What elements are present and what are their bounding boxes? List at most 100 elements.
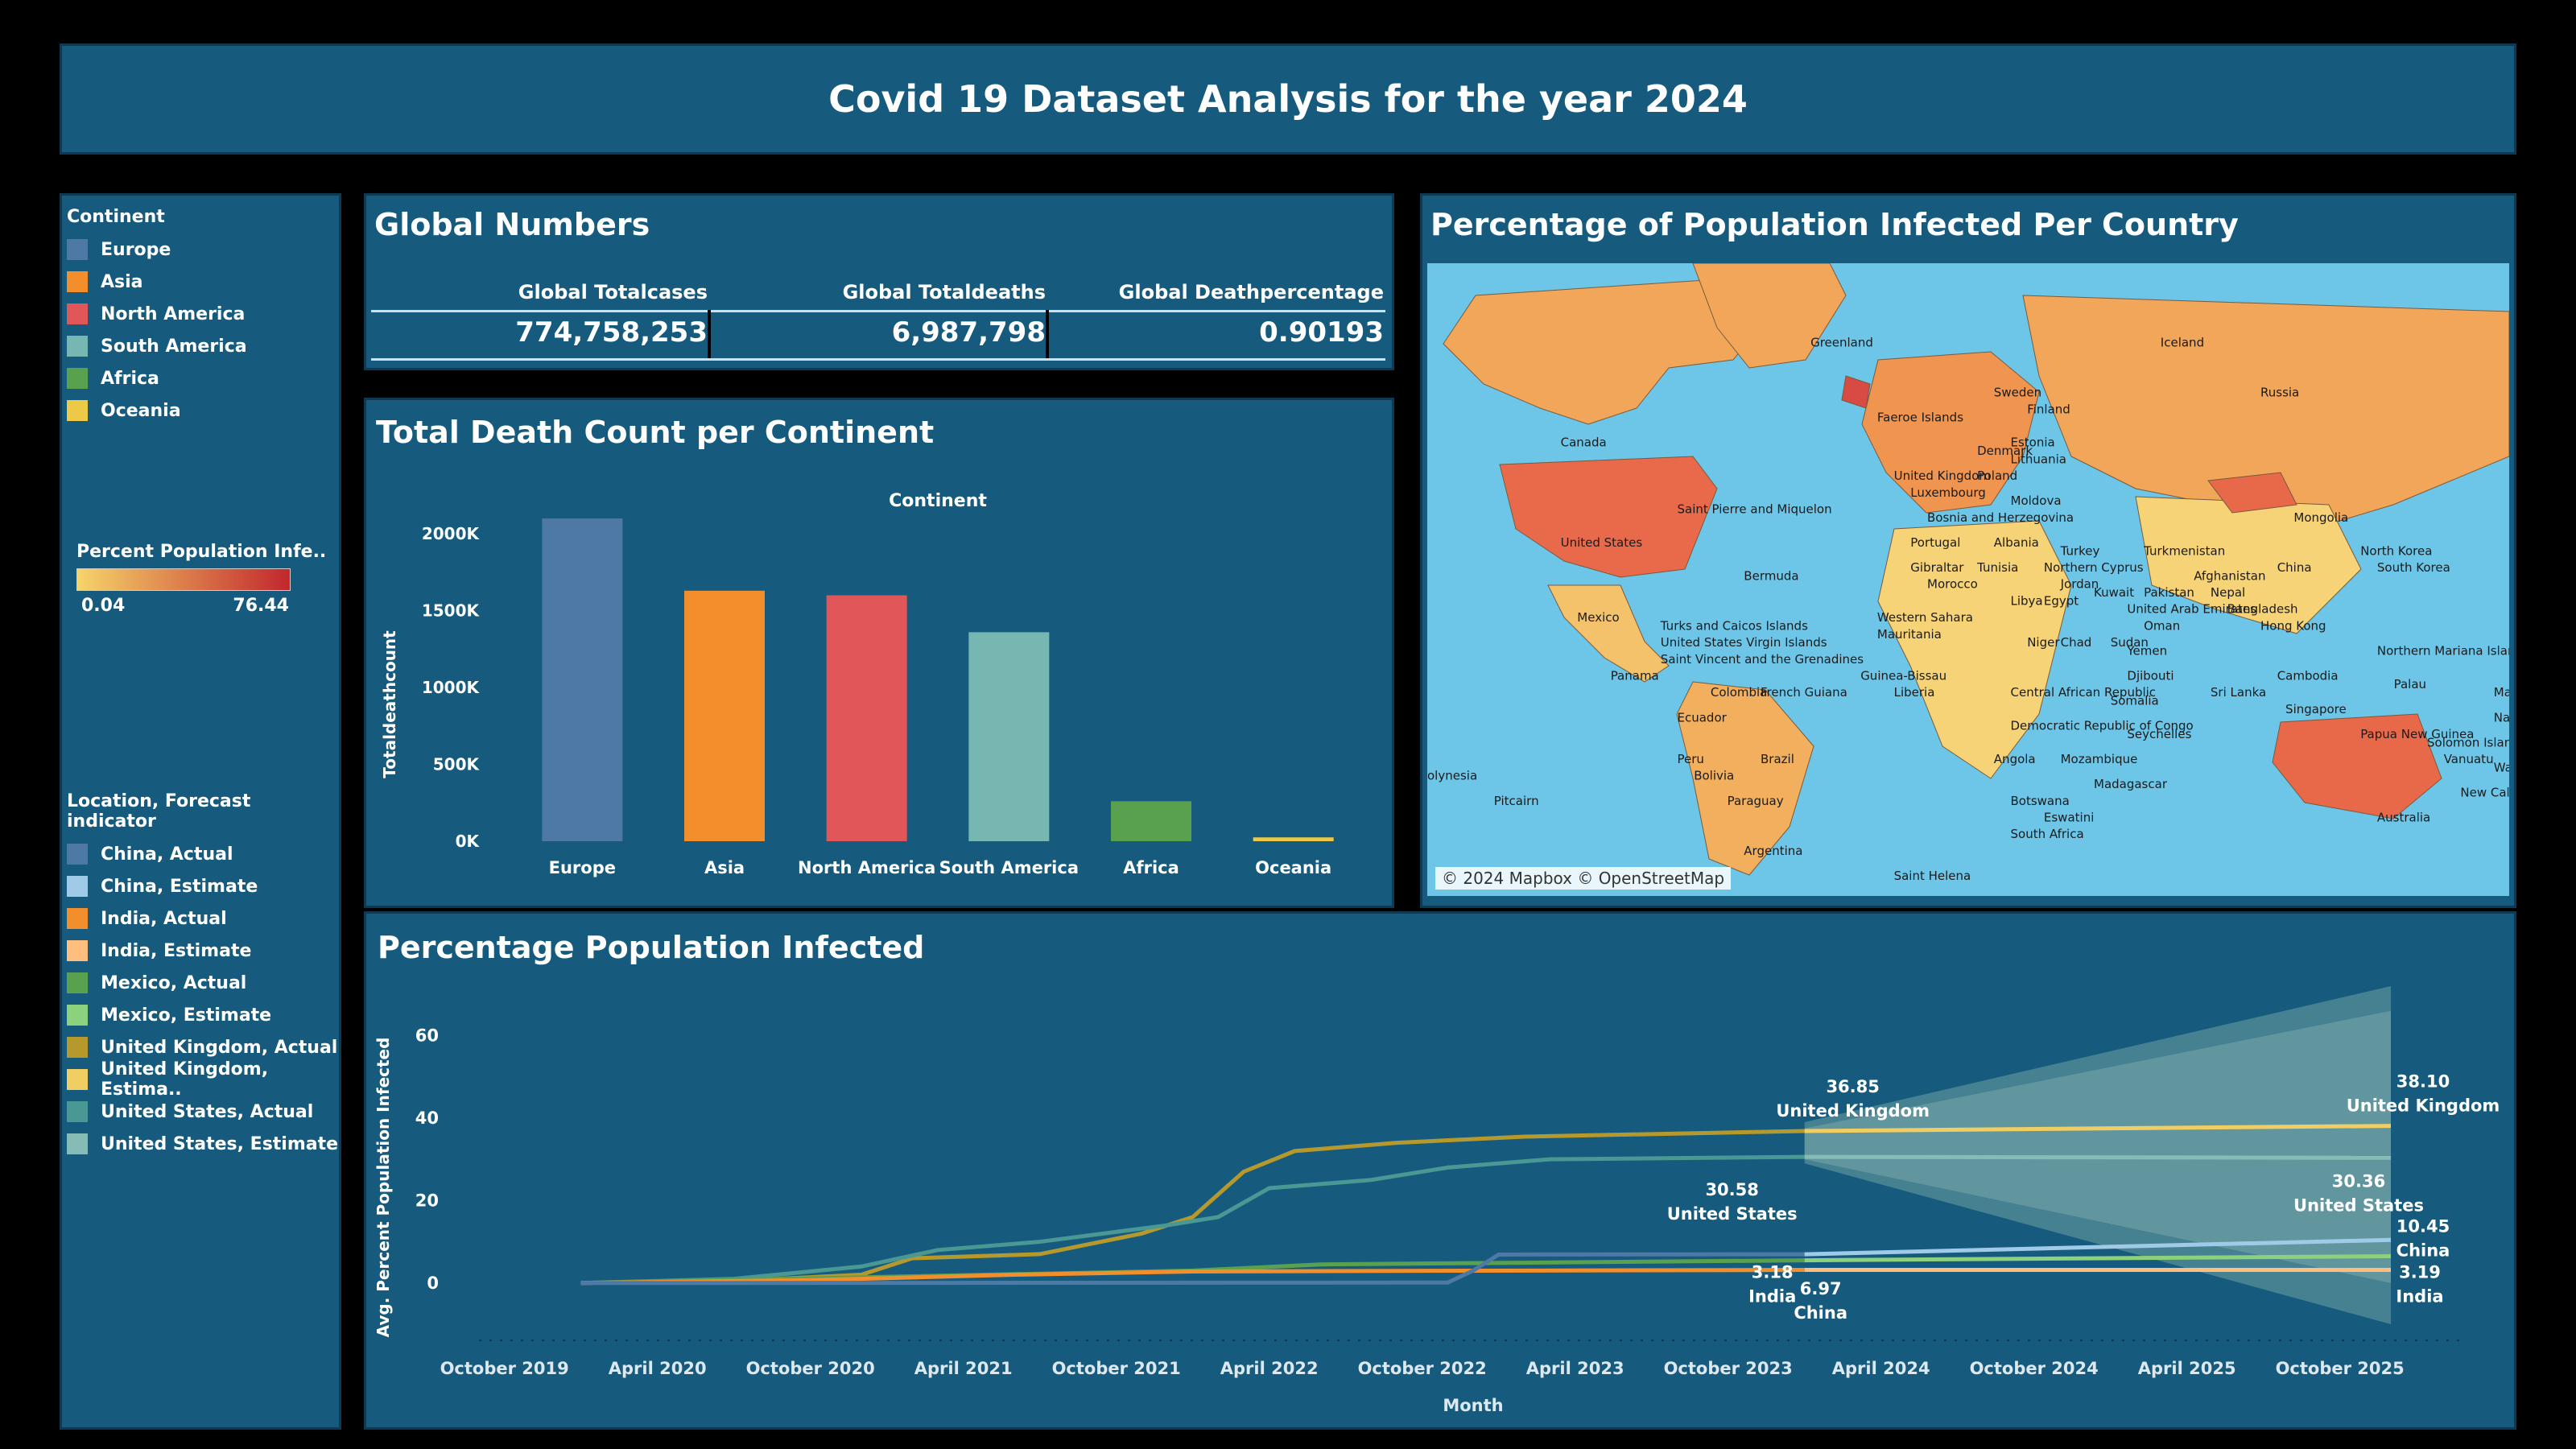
- infection-line-chart: Avg. Percent Population Infected 0 20 40 60 O…: [374, 986, 2500, 1415]
- death-chart-title: Total Death Count per Continent: [376, 415, 935, 450]
- united-states-shape[interactable]: [1499, 456, 1718, 578]
- location-legend[interactable]: Location, Forecast indicator China, Actu…: [67, 791, 341, 1160]
- location-legend-item-india-estimate[interactable]: India, Estimate: [67, 935, 341, 967]
- annotation-label: United States: [1667, 1204, 1798, 1224]
- map-label-vanuatu: Vanuatu: [2444, 752, 2494, 766]
- line-x-tick: April 2023: [1526, 1359, 1624, 1378]
- series-china-actual[interactable]: [580, 1252, 1805, 1286]
- line-x-tick: April 2022: [1220, 1359, 1319, 1378]
- map-label-botswana: Botswana: [2011, 794, 2070, 808]
- location-legend-label: China, Actual: [101, 844, 233, 865]
- map-label-sweden: Sweden: [1994, 386, 2041, 400]
- bar-africa[interactable]: [1111, 801, 1191, 841]
- continent-legend-item-africa[interactable]: Africa: [67, 362, 332, 394]
- bar-y-tick: 0K: [456, 832, 481, 851]
- location-legend-swatch: [67, 844, 88, 865]
- continent-legend-label: South America: [101, 336, 247, 357]
- location-legend-item-india-actual[interactable]: India, Actual: [67, 902, 341, 935]
- line-y-tick: 0: [427, 1274, 439, 1293]
- series-united-states-actual[interactable]: [580, 1154, 1805, 1286]
- percent-legend[interactable]: Percent Population Infe.. 0.04 76.44: [76, 542, 334, 618]
- global-numbers-panel: Global Numbers Global Totalcases Global …: [364, 193, 1394, 370]
- location-legend-swatch: [67, 1133, 88, 1154]
- map-label-eswatini: Eswatini: [2044, 810, 2094, 824]
- map-label-western-sahara: Western Sahara: [1877, 610, 1973, 625]
- bar-x-label: North America: [798, 858, 935, 877]
- greenland-shape[interactable]: [1692, 263, 1847, 369]
- map-label-sri-lanka: Sri Lanka: [2211, 685, 2266, 700]
- map-label-ecuador: Ecuador: [1678, 710, 1728, 724]
- bar-north-america[interactable]: [826, 595, 907, 841]
- map-label-nauru: Nauru: [2494, 710, 2509, 724]
- map-label-libya: Libya: [2011, 593, 2043, 608]
- line-x-tick: October 2023: [1664, 1359, 1793, 1378]
- annotation-value: 38.10: [2396, 1072, 2450, 1092]
- map-label-afghanistan: Afghanistan: [2194, 568, 2265, 583]
- continent-legend-title: Continent: [67, 207, 165, 227]
- line-x-tick: October 2019: [440, 1359, 569, 1378]
- continent-legend-item-north-america[interactable]: North America: [67, 298, 332, 330]
- annotation-label: India: [1748, 1286, 1796, 1306]
- line-x-axis-label: Month: [1443, 1396, 1503, 1415]
- line-y-axis-label: Avg. Percent Population Infected: [374, 1038, 393, 1338]
- line-y-tick: 40: [415, 1108, 439, 1128]
- map-label-singapore: Singapore: [2285, 702, 2347, 716]
- percent-color-ramp: [76, 568, 291, 591]
- mexico-shape[interactable]: [1547, 584, 1670, 683]
- map-label-hong-kong: Hong Kong: [2260, 618, 2326, 633]
- bar-x-label: Asia: [704, 858, 745, 877]
- map-label-china: China: [2277, 560, 2312, 575]
- bar-asia[interactable]: [684, 590, 765, 841]
- location-legend-item-united-states-actual[interactable]: United States, Actual: [67, 1096, 341, 1128]
- bar-y-tick: 1500K: [422, 601, 481, 621]
- south-asia-shape[interactable]: [2135, 496, 2362, 634]
- continent-legend-item-south-america[interactable]: South America: [67, 330, 332, 362]
- map-label-colombia: Colombia: [1711, 685, 1768, 700]
- uk-shape[interactable]: [1841, 375, 1871, 409]
- mongolia-shape[interactable]: [2207, 472, 2297, 514]
- bar-south-america[interactable]: [968, 632, 1050, 841]
- series-mexico-estimate[interactable]: [1804, 1253, 2392, 1263]
- bar-y-tick: 2000K: [422, 524, 481, 543]
- continent-legend-item-europe[interactable]: Europe: [67, 233, 332, 266]
- map-label-egypt: Egypt: [2044, 593, 2079, 608]
- map-label-sudan: Sudan: [2111, 635, 2149, 650]
- location-legend-item-united-kingdom-estima[interactable]: United Kingdom, Estima..: [67, 1059, 341, 1100]
- series-china-estimate[interactable]: [1804, 1237, 2392, 1257]
- location-legend-item-mexico-estimate[interactable]: Mexico, Estimate: [67, 999, 341, 1031]
- series-united-kingdom-estimate[interactable]: [1804, 1124, 2392, 1133]
- location-legend-item-china-estimate[interactable]: China, Estimate: [67, 870, 341, 902]
- continent-legend[interactable]: Continent Europe Asia North America South A…: [67, 207, 332, 427]
- value-deathpercentage: 0.90193: [1259, 316, 1384, 349]
- map-label-luxembourg: Luxembourg: [1910, 485, 1986, 500]
- australia-shape[interactable]: [2272, 713, 2442, 819]
- bar-oceania[interactable]: [1253, 837, 1334, 841]
- map-label-angola: Angola: [1994, 752, 2036, 766]
- africa-shape[interactable]: [1877, 520, 2072, 779]
- south-america-shape[interactable]: [1676, 681, 1814, 876]
- annotation-label: United Kingdom: [1776, 1101, 1930, 1121]
- europe-shape[interactable]: [1861, 351, 2040, 514]
- map-label-poland: Poland: [1977, 469, 2017, 483]
- location-legend-item-china-actual[interactable]: China, Actual: [67, 838, 341, 870]
- location-legend-item-united-states-estimate[interactable]: United States, Estimate: [67, 1128, 341, 1160]
- bar-y-axis-label: Totaldeathcount: [380, 630, 399, 778]
- map-label-chad: Chad: [2061, 635, 2092, 650]
- map-label-yemen: Yemen: [2126, 643, 2167, 658]
- map-label-australia: Australia: [2377, 810, 2430, 824]
- continent-legend-item-asia[interactable]: Asia: [67, 266, 332, 298]
- map-panel: Percentage of Population Infected Per Co…: [1420, 193, 2516, 908]
- map-label-bolivia: Bolivia: [1694, 769, 1734, 783]
- world-map[interactable]: Greenland Iceland Russia Canada Sweden Finlan…: [1427, 263, 2509, 896]
- location-legend-label: India, Estimate: [101, 940, 252, 961]
- location-legend-label: India, Actual: [101, 908, 227, 929]
- location-legend-item-united-kingdom-actual[interactable]: United Kingdom, Actual: [67, 1031, 341, 1063]
- map-label-pitcairn: Pitcairn: [1494, 794, 1539, 808]
- map-label-south-korea: South Korea: [2377, 560, 2450, 575]
- series-united-states-estimate[interactable]: [1804, 1154, 2392, 1160]
- line-x-tick: October 2022: [1358, 1359, 1487, 1378]
- bar-europe[interactable]: [542, 518, 623, 841]
- continent-legend-item-oceania[interactable]: Oceania: [67, 394, 332, 427]
- location-legend-item-mexico-actual[interactable]: Mexico, Actual: [67, 967, 341, 999]
- infection-panel: Percentage Population Infected Avg. Perc…: [364, 911, 2516, 1430]
